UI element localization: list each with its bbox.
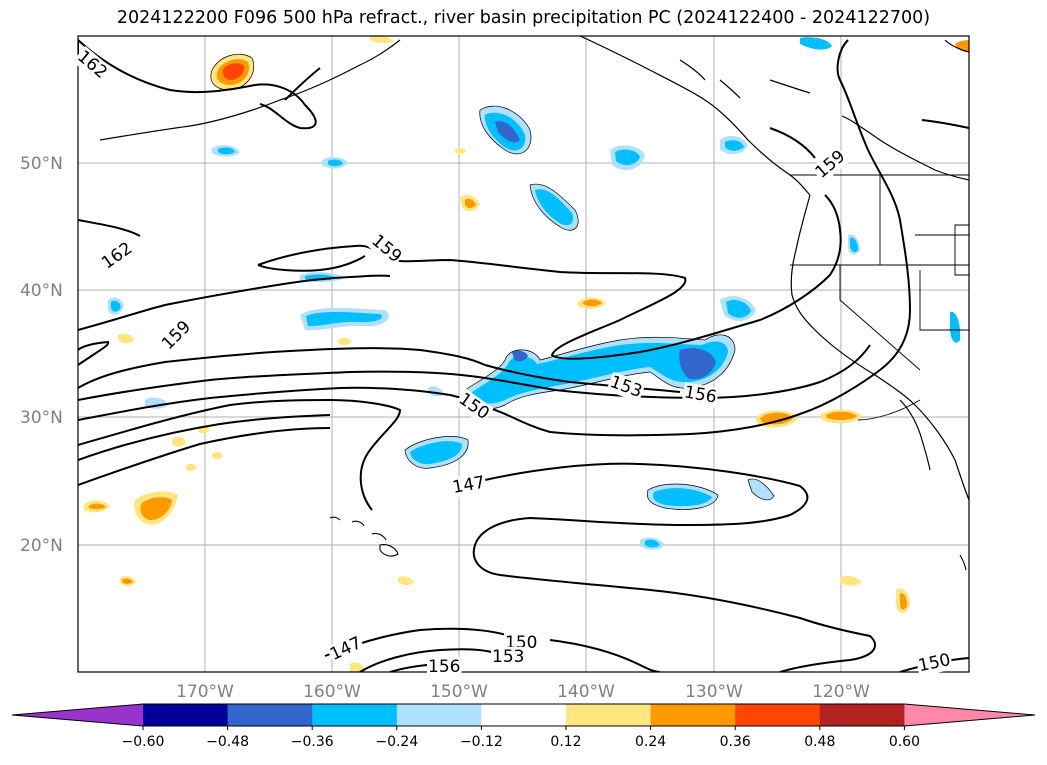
lat-label: 40°N: [20, 281, 63, 301]
contour-label-background: [491, 647, 526, 667]
colorbar-segment: [735, 704, 821, 726]
contour-label-background: [427, 657, 462, 677]
colorbar-tick-label: 0.48: [804, 734, 835, 750]
colorbar-segment: [819, 704, 905, 726]
colorbar-segment: [396, 704, 482, 726]
contour-label-background: [606, 371, 646, 403]
colorbar-segment: [143, 704, 229, 726]
colorbar-tick-label: 0.12: [550, 734, 581, 750]
contour-label-background: [157, 316, 196, 355]
colorbar-tick-label: −0.24: [375, 734, 418, 750]
positive-pc-shading: [84, 36, 969, 672]
colorbar-segment: [650, 704, 736, 726]
negative-pc-shading: [108, 37, 961, 550]
colorbar-extend-high: [904, 704, 1035, 726]
lon-label: 130°W: [685, 682, 743, 702]
contour-label-background: [326, 632, 366, 666]
contour-label-background: [72, 46, 112, 84]
lon-label: 160°W: [303, 682, 361, 702]
lat-label: 20°N: [20, 536, 63, 556]
colorbar-segment: [227, 704, 313, 726]
colorbar-tick-label: −0.60: [122, 734, 165, 750]
pc-outlines: [210, 53, 775, 510]
plot-border: [77, 35, 970, 673]
contour-label-background: [454, 388, 494, 425]
lon-label: 150°W: [430, 682, 488, 702]
map-title: 2024122200 F096 500 hPa refract., river …: [116, 8, 931, 28]
contour-label-background: [681, 382, 720, 408]
lat-label: 50°N: [20, 154, 63, 174]
colorbar-tick-label: 0.36: [720, 734, 751, 750]
contour-label-background: [450, 472, 488, 499]
colorbar-tick-label: −0.48: [206, 734, 249, 750]
colorbar-segment: [481, 704, 567, 726]
contour-label-background: [915, 649, 954, 677]
colorbar-tick-label: 0.24: [635, 734, 666, 750]
contour-label-background: [810, 145, 851, 184]
lon-label: 120°W: [812, 682, 870, 702]
islands: [329, 516, 967, 571]
lat-label: 30°N: [20, 408, 63, 428]
lon-label: 170°W: [176, 682, 234, 702]
contour-label-background: [366, 230, 407, 268]
colorbar-tick-label: −0.12: [460, 734, 503, 750]
colorbar-extend-low: [12, 704, 143, 726]
contour-label: 153: [492, 647, 524, 667]
colorbar-segment: [312, 704, 398, 726]
contour-label-background: [97, 237, 137, 275]
latitude-labels: 50°N 40°N 30°N 20°N: [20, 154, 63, 556]
lon-label: 140°W: [557, 682, 615, 702]
contour-label: 156: [428, 657, 460, 677]
colorbar-segment: [566, 704, 652, 726]
longitude-labels: 170°W 160°W 150°W 140°W 130°W 120°W: [176, 682, 870, 702]
colorbar: −0.60 −0.48 −0.36 −0.24 −0.12 0.12 0.24 0.36 0.4…: [11, 703, 1036, 750]
colorbar-tick-label: −0.36: [291, 734, 334, 750]
colorbar-tick-label: 0.60: [889, 734, 920, 750]
